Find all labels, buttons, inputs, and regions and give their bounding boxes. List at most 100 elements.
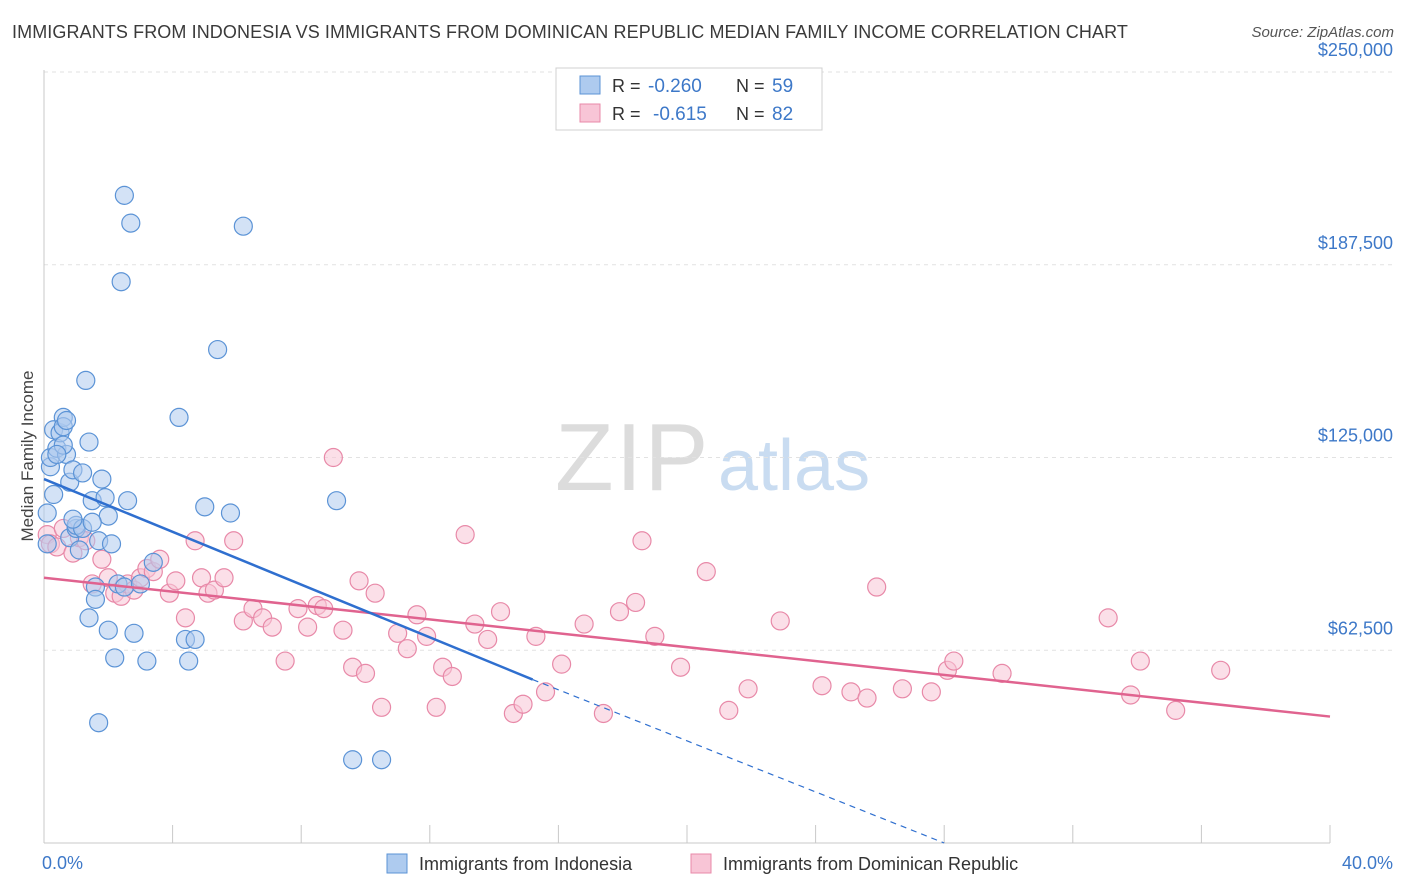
point-dominican-26 bbox=[224, 531, 244, 551]
gridlines bbox=[44, 71, 1394, 651]
x-ticks bbox=[43, 825, 1331, 843]
point-dominican-41 bbox=[365, 583, 385, 603]
point-indonesia-38 bbox=[143, 552, 163, 572]
point-dominican-52 bbox=[478, 629, 498, 650]
point-dominican-64 bbox=[645, 626, 665, 646]
point-indonesia-34 bbox=[117, 491, 138, 511]
series-legend-label-indonesia: Immigrants from Indonesia bbox=[419, 854, 633, 874]
point-dominican-8 bbox=[92, 549, 112, 569]
series-indonesia-points bbox=[37, 185, 392, 770]
legend-r-label-1: R = bbox=[612, 104, 641, 124]
chart-title: IMMIGRANTS FROM INDONESIA VS IMMIGRANTS … bbox=[12, 22, 1128, 42]
point-dominican-71 bbox=[841, 682, 861, 702]
point-dominican-40 bbox=[355, 663, 376, 683]
point-dominican-59 bbox=[574, 614, 594, 634]
y-tick-label-3: $250,000 bbox=[1318, 40, 1393, 60]
point-dominican-67 bbox=[719, 700, 739, 720]
legend-r-value-0: -0.260 bbox=[648, 76, 702, 97]
point-dominican-53 bbox=[490, 602, 511, 622]
point-indonesia-19 bbox=[79, 608, 99, 628]
point-indonesia-1 bbox=[37, 534, 57, 554]
point-indonesia-9 bbox=[56, 410, 77, 431]
point-indonesia-45 bbox=[220, 503, 241, 523]
point-indonesia-39 bbox=[169, 407, 189, 428]
point-dominican-79 bbox=[1098, 608, 1118, 628]
point-indonesia-52 bbox=[82, 512, 102, 532]
point-indonesia-18 bbox=[76, 370, 96, 391]
point-indonesia-49 bbox=[371, 750, 392, 770]
legend-swatch-indonesia bbox=[579, 75, 601, 95]
point-indonesia-25 bbox=[92, 469, 112, 489]
point-dominican-44 bbox=[397, 639, 417, 659]
point-dominican-50 bbox=[455, 525, 475, 545]
point-dominican-30 bbox=[262, 617, 282, 637]
point-indonesia-20 bbox=[79, 432, 99, 452]
point-dominican-75 bbox=[921, 682, 941, 702]
point-indonesia-46 bbox=[233, 216, 253, 236]
point-dominican-61 bbox=[609, 602, 630, 622]
point-indonesia-50 bbox=[89, 713, 109, 733]
point-dominican-39 bbox=[349, 571, 369, 591]
point-dominican-69 bbox=[770, 611, 790, 631]
legend-n-value-0: 59 bbox=[772, 76, 793, 97]
trend-line-indonesia bbox=[43, 477, 534, 681]
point-dominican-49 bbox=[442, 666, 462, 687]
legend-n-value-1: 82 bbox=[772, 104, 793, 125]
series-legend-label-dominican: Immigrants from Dominican Republic bbox=[723, 854, 1018, 874]
point-dominican-19 bbox=[166, 571, 186, 591]
series-legend-swatch-indonesia bbox=[386, 853, 408, 874]
point-dominican-37 bbox=[333, 620, 353, 640]
point-indonesia-54 bbox=[47, 444, 67, 465]
point-indonesia-23 bbox=[85, 589, 106, 609]
point-indonesia-27 bbox=[98, 506, 118, 526]
point-indonesia-43 bbox=[195, 497, 215, 517]
y-tick-labels: $62,500 $125,000 $187,500 $250,000 bbox=[1318, 40, 1393, 638]
y-tick-label-2: $187,500 bbox=[1318, 233, 1393, 253]
point-dominican-57 bbox=[535, 682, 556, 702]
x-tick-label-end: 40.0% bbox=[1342, 853, 1393, 873]
point-indonesia-56 bbox=[130, 574, 151, 594]
point-dominican-73 bbox=[867, 577, 887, 597]
point-indonesia-44 bbox=[208, 339, 228, 360]
point-indonesia-16 bbox=[69, 540, 89, 560]
point-dominican-42 bbox=[371, 697, 392, 717]
x-tick-label-start: 0.0% bbox=[42, 853, 83, 873]
point-indonesia-51 bbox=[63, 509, 83, 529]
series-legend-swatch-dominican bbox=[690, 853, 712, 874]
point-indonesia-0 bbox=[37, 503, 57, 523]
chart-source: Source: ZipAtlas.com bbox=[1251, 24, 1394, 41]
point-dominican-33 bbox=[298, 617, 318, 637]
point-indonesia-37 bbox=[137, 651, 157, 671]
point-dominican-20 bbox=[175, 608, 196, 628]
point-dominican-81 bbox=[1130, 651, 1150, 671]
point-indonesia-58 bbox=[44, 484, 64, 505]
legend-r-label-0: R = bbox=[612, 76, 641, 96]
point-dominican-65 bbox=[670, 657, 691, 677]
point-indonesia-28 bbox=[98, 620, 118, 640]
point-indonesia-29 bbox=[105, 648, 125, 668]
point-dominican-70 bbox=[812, 676, 832, 696]
point-dominican-83 bbox=[1211, 660, 1231, 680]
point-dominican-62 bbox=[625, 592, 646, 613]
point-dominican-36 bbox=[323, 447, 343, 468]
y-axis-label: Median Family Income bbox=[18, 370, 37, 541]
point-indonesia-41 bbox=[179, 651, 199, 671]
legend-swatch-dominican bbox=[579, 103, 601, 123]
trend-line-indonesia-extension bbox=[532, 678, 945, 844]
point-dominican-32 bbox=[288, 599, 308, 619]
point-indonesia-31 bbox=[111, 272, 131, 292]
point-dominican-58 bbox=[552, 654, 572, 674]
point-dominican-55 bbox=[513, 694, 533, 714]
point-dominican-63 bbox=[632, 531, 652, 551]
legend-n-label-1: N = bbox=[736, 104, 765, 124]
point-dominican-68 bbox=[738, 679, 758, 699]
y-tick-label-0: $62,500 bbox=[1328, 618, 1393, 638]
point-dominican-82 bbox=[1166, 700, 1186, 720]
point-indonesia-35 bbox=[121, 213, 141, 233]
series-dominican-republic-points bbox=[37, 447, 1231, 724]
point-indonesia-48 bbox=[343, 750, 363, 770]
y-tick-label-1: $125,000 bbox=[1318, 426, 1393, 446]
trend-line-dominican bbox=[43, 576, 1331, 718]
